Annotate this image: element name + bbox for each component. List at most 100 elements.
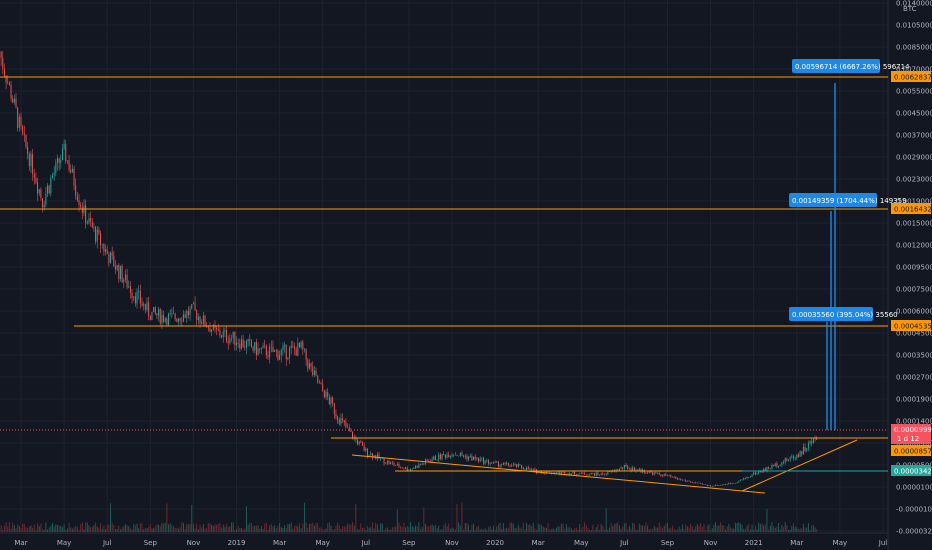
volume-bar [66,528,68,532]
trendline-rising[interactable] [741,439,858,492]
candle-body [797,454,799,457]
candle-body [153,307,155,312]
measure-box-3[interactable] [789,307,873,321]
volume-bar [56,524,58,532]
volume-bar [415,525,417,532]
candle-body [754,472,756,475]
volume-bar [28,526,30,532]
candle-body [577,474,579,476]
candle-body [781,462,783,466]
candle-body [295,349,297,356]
volume-bar [390,529,392,532]
volume-bar [410,522,412,532]
candle-body [751,474,753,477]
level-badge-4-text: 0.00008574 [894,448,932,456]
level-badge-2 [891,203,931,214]
candle-body [420,464,422,465]
candle-body [715,484,717,486]
volume-bar [307,527,309,532]
volume-bar [7,526,9,532]
candle-body [197,316,199,321]
measure-box-2[interactable] [789,193,877,207]
candle-body [322,384,324,391]
candle-body [260,348,262,350]
candle-body [73,168,75,186]
candle-body [123,280,125,283]
volume-bar [320,527,322,532]
volume-bar [196,523,198,532]
volume-bar [284,525,286,532]
candle-body [146,302,148,310]
candle-body [725,484,727,485]
volume-bar [371,522,373,532]
volume-bar [357,529,359,532]
volume-bar [532,522,534,532]
candle-body [332,397,334,404]
candle-body [640,468,642,473]
volume-bar [388,529,390,532]
candle-body [318,382,320,384]
candle-body [245,341,247,348]
candle-body [114,266,116,270]
candle-body [53,172,55,176]
volume-bar [511,522,513,532]
volume-bar [294,526,296,532]
volume-bar [773,526,775,532]
grid [0,0,888,533]
candle-body [129,286,131,293]
volume-bar [75,525,77,532]
candle-body [796,454,798,458]
candle-body [179,318,181,321]
candle-body [469,455,471,458]
candle-body [648,471,650,473]
measure-box-1[interactable] [792,59,880,73]
volume-bar [250,523,252,532]
volume-bar [791,525,793,532]
candle-body [313,370,315,376]
volume-bar [12,522,14,532]
volume-bar [197,529,199,532]
candle-body [605,474,607,476]
candle-body [360,441,362,443]
candle-body [80,204,82,208]
candle-body [633,467,635,472]
volume-bar [653,525,655,532]
volume-bar [681,524,683,532]
candle-body [484,460,486,464]
candle-body [806,448,808,451]
volume-bar [662,528,664,532]
candle-body [739,479,741,481]
trendline-lower[interactable] [351,454,766,494]
candle-body [446,454,448,458]
volume-bar [257,524,259,532]
candle-body [671,476,673,478]
candle-body [48,185,50,194]
volume-bar [522,522,524,532]
candle-body [244,347,246,348]
volume-bars [0,502,818,532]
candle-body [68,160,70,171]
volume-bar [444,523,446,532]
candle-body [302,341,304,350]
volume-bar [330,525,332,532]
volume-bar [22,523,24,532]
volume-bar [18,526,20,532]
candle-body [403,468,405,469]
volume-bar [53,526,55,532]
volume-bar [459,525,461,532]
volume-bar [292,528,294,532]
volume-bar [463,529,465,532]
volume-bar [231,522,233,532]
candle-body [809,441,811,444]
time-axis-ticks[interactable]: Mar May Jul Sep Nov 2019 Mar May Jul Sep Nov 2020 Ma… [14,539,887,547]
candle-body [620,467,622,469]
candle-body [507,462,509,466]
volume-bar [20,527,22,532]
candle-body [298,343,300,348]
candle-body [219,330,221,336]
candle-body [133,296,135,298]
